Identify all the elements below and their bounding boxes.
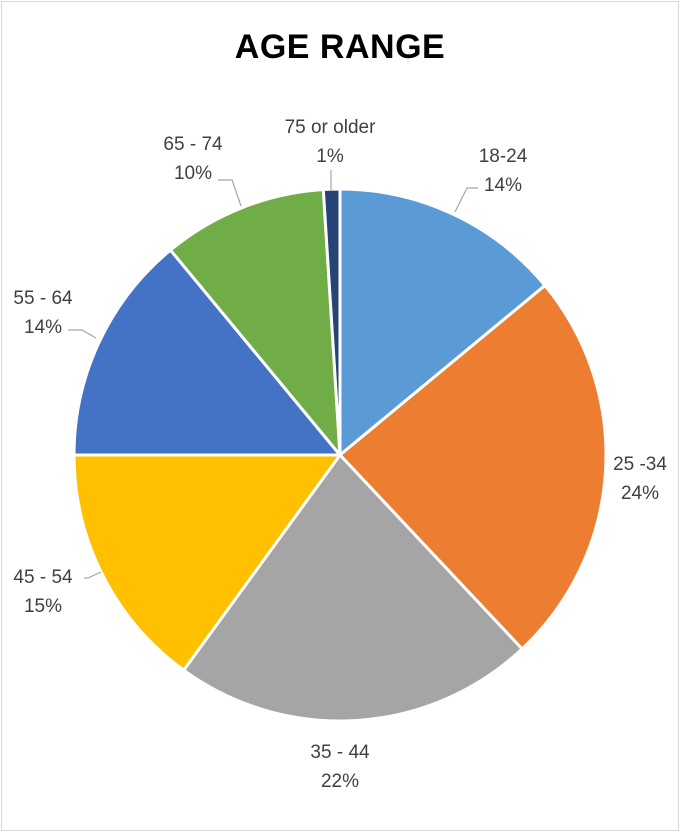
- data-label-category: 35 - 44: [310, 742, 370, 763]
- data-label-percent: 1%: [316, 146, 344, 167]
- data-labels: 18-24 14% 25 -34 24% 35 - 44 22% 45 - 54 15% 55 …: [13, 117, 667, 792]
- pie-slice-25-34: [338, 283, 608, 651]
- leader-line: [68, 329, 97, 339]
- pie-slice-75-or-older: [321, 187, 342, 457]
- data-label-percent: 14%: [24, 317, 62, 338]
- leader-lines: [68, 170, 478, 579]
- data-label-category: 75 or older: [285, 117, 377, 138]
- pie-slice-18-24: [338, 187, 547, 457]
- data-label-percent: 10%: [174, 163, 212, 184]
- data-label-category: 45 - 54: [13, 567, 73, 588]
- data-label-category: 18-24: [479, 146, 528, 167]
- data-label-percent: 14%: [484, 175, 522, 196]
- data-label-category: 55 - 64: [13, 288, 73, 309]
- chart-title: AGE RANGE: [234, 28, 446, 66]
- leader-line: [454, 187, 478, 213]
- pie-slices: [72, 187, 608, 723]
- data-label-category: 65 - 74: [163, 134, 223, 155]
- pie-slice-55-64: [72, 248, 342, 457]
- data-label-percent: 15%: [24, 596, 62, 617]
- pie-slice-65-74: [168, 188, 342, 457]
- pie-slice-45-54: [72, 453, 342, 672]
- data-label-category: 25 -34: [613, 454, 667, 475]
- data-label-percent: 24%: [621, 483, 659, 504]
- leader-line: [84, 571, 102, 579]
- pie-slice-35-44: [182, 453, 524, 723]
- data-label-percent: 22%: [321, 771, 359, 792]
- leader-line: [218, 179, 242, 207]
